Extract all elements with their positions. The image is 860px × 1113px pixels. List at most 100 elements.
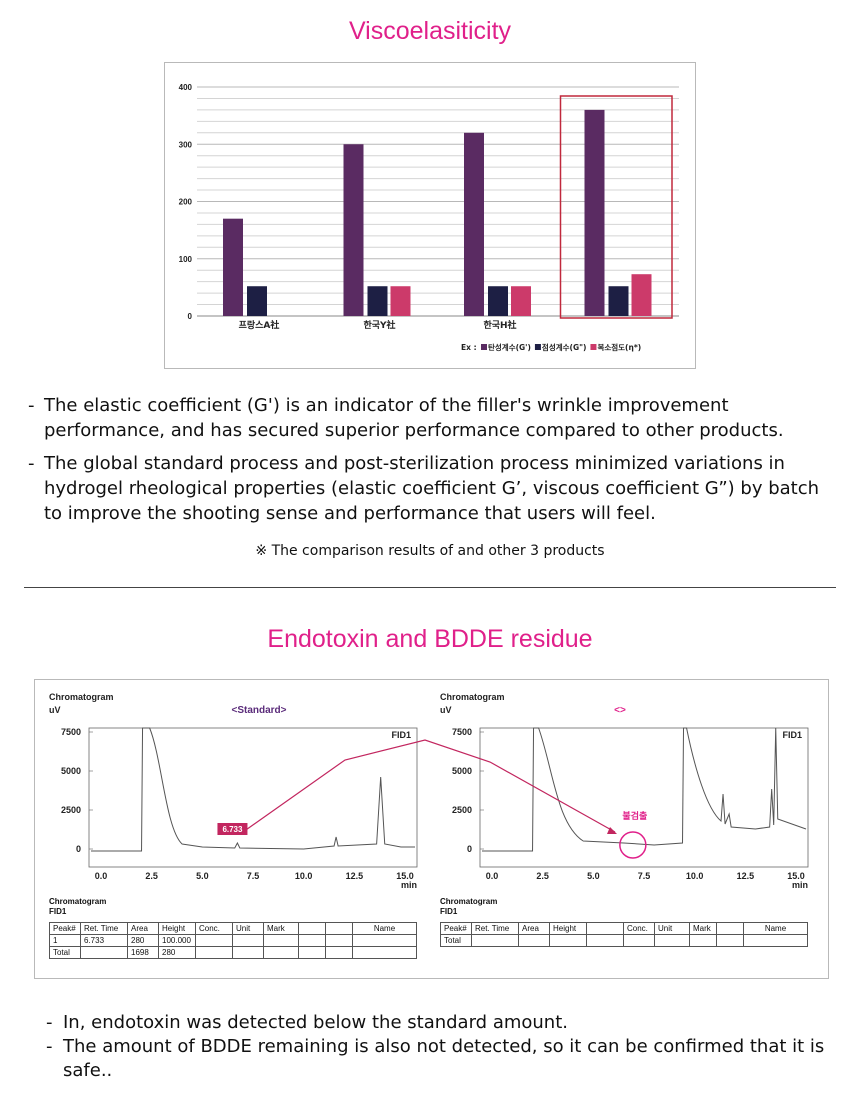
bullet-text: The global standard process and post-ste… xyxy=(44,453,820,524)
y-unit-label: uV xyxy=(49,705,61,715)
table-header-cell: Conc. xyxy=(623,922,655,935)
table-cell xyxy=(298,946,326,959)
table-header-cell xyxy=(586,922,624,935)
x-tick-label: 5.0 xyxy=(587,871,600,881)
table-cell xyxy=(232,946,264,959)
bar xyxy=(247,286,267,316)
bar xyxy=(390,286,411,316)
table-cell xyxy=(263,934,299,947)
legend-label: 점성계수(G") xyxy=(542,342,587,352)
x-tick-label: 한국H社 xyxy=(483,319,516,331)
table-cell xyxy=(689,934,717,947)
table-cell: Total xyxy=(49,946,81,959)
viscoelasticity-bar-chart: 0 100 200 300 400 프랑스A社 한국Y社 한국H社 Ex : 탄성계수(G') 점성… xyxy=(179,83,679,352)
y-tick-label: 2500 xyxy=(61,805,81,815)
table-header-cell: Mark xyxy=(689,922,717,935)
table-row: Total xyxy=(440,934,808,947)
bullet-item: - The elastic coefficient (G') is an ind… xyxy=(28,393,828,443)
peak-label: 6.733 xyxy=(222,825,243,834)
chromatogram-panel: Chromatogram uV <Standard> 7500 5000 2500 0 0.0… xyxy=(34,679,829,979)
table-header-cell xyxy=(716,922,744,935)
section-title-endotoxin: Endotoxin and BDDE residue xyxy=(267,625,593,653)
y-tick-label: 7500 xyxy=(61,727,81,737)
not-detected-label: 불검출 xyxy=(622,810,647,822)
highlight-box xyxy=(559,95,673,319)
table-header-cell: Height xyxy=(549,922,587,935)
table-cell xyxy=(263,946,299,959)
y-tick-label: 300 xyxy=(179,140,193,149)
x-unit-label: min xyxy=(792,880,808,890)
table-cell xyxy=(195,946,233,959)
bar xyxy=(223,218,243,316)
table-header-cell: Area xyxy=(518,922,550,935)
table-row: Total 1698 280 xyxy=(49,946,417,959)
chromatogram-sample: Chromatogram uV <> 7500 5000 2500 0 0.0 2.5 5.0 7.… xyxy=(440,692,809,890)
x-tick-label: 2.5 xyxy=(536,871,549,881)
x-tick-label: 0.0 xyxy=(95,871,108,881)
table-cell: 6.733 xyxy=(80,934,128,947)
chromatogram-standard: Chromatogram uV <Standard> 7500 5000 2500 0 0.0… xyxy=(49,692,418,890)
bullet-dash: - xyxy=(46,1012,53,1033)
table-header-row: Peak# Ret. Time Area Height Conc. Unit Mark Nam… xyxy=(440,922,808,935)
bar xyxy=(488,286,508,316)
comparison-connector xyxy=(242,739,616,833)
table-cell xyxy=(352,946,417,959)
chromatogram-trace xyxy=(482,727,807,852)
y-unit-label: uV xyxy=(440,705,452,715)
bullet-item: - In, endotoxin was detected below the s… xyxy=(46,1011,826,1035)
bar xyxy=(608,286,629,316)
section-title-viscoelasticity: Viscoelasiticity xyxy=(348,17,512,45)
x-tick-label: 12.5 xyxy=(346,871,364,881)
y-tick-label: 0 xyxy=(76,844,81,854)
table-header-cell xyxy=(298,922,326,935)
bar xyxy=(584,109,605,317)
bullet-dash: - xyxy=(28,395,35,416)
y-tick-label: 7500 xyxy=(452,727,472,737)
y-tick-label: 400 xyxy=(179,83,193,92)
table-cell xyxy=(298,934,326,947)
table-header-cell: Conc. xyxy=(195,922,233,935)
chromatogram-header: Chromatogram xyxy=(440,692,505,702)
table-cell xyxy=(586,934,624,947)
y-tick-label: 5000 xyxy=(61,766,81,776)
bullet-list-2: - In, endotoxin was detected below the s… xyxy=(46,1011,826,1083)
bar xyxy=(464,132,484,316)
x-tick-label: 7.5 xyxy=(638,871,651,881)
table-header-cell: Ret. Time xyxy=(80,922,128,935)
x-tick-label: 프랑스A社 xyxy=(239,319,280,331)
chromatogram-header: Chromatogram xyxy=(49,692,114,702)
x-tick-label: 10.0 xyxy=(295,871,313,881)
bar xyxy=(511,286,531,316)
table-cell xyxy=(623,934,655,947)
table-cell xyxy=(654,934,690,947)
channel-label: FID1 xyxy=(391,730,411,740)
table-cell xyxy=(549,934,587,947)
channel-label: FID1 xyxy=(782,730,802,740)
table-cell: 1698 xyxy=(127,946,159,959)
table-header-row: Peak# Ret. Time Area Height Conc. Unit Mark Nam… xyxy=(49,922,417,935)
peak-label-box xyxy=(217,823,248,835)
table-cell xyxy=(471,934,519,947)
bar xyxy=(343,144,364,316)
table-cell: 280 xyxy=(158,946,196,959)
chromatogram-trace xyxy=(91,727,415,852)
bullet-dash: - xyxy=(46,1036,53,1057)
table-header-cell: Area xyxy=(127,922,159,935)
bullet-item: - The global standard process and post-s… xyxy=(28,451,828,526)
table-cell xyxy=(232,934,264,947)
table-cell xyxy=(80,946,128,959)
legend-label: 복소점도(η*) xyxy=(597,342,641,352)
legend-label: 탄성계수(G') xyxy=(488,342,531,352)
y-tick-label: 0 xyxy=(188,312,193,321)
table-cell xyxy=(325,934,353,947)
legend-swatch xyxy=(534,344,541,350)
table-header-cell: Height xyxy=(158,922,196,935)
table-header-cell: Name xyxy=(743,922,808,935)
bullet-dash: - xyxy=(28,453,35,474)
x-tick-label: 15.0 xyxy=(787,871,805,881)
bullet-text: The amount of BDDE remaining is also not… xyxy=(63,1036,825,1081)
plot-area xyxy=(88,727,418,868)
x-unit-label: min xyxy=(401,880,417,890)
table-cell xyxy=(518,934,550,947)
x-tick-label: 5.0 xyxy=(196,871,209,881)
